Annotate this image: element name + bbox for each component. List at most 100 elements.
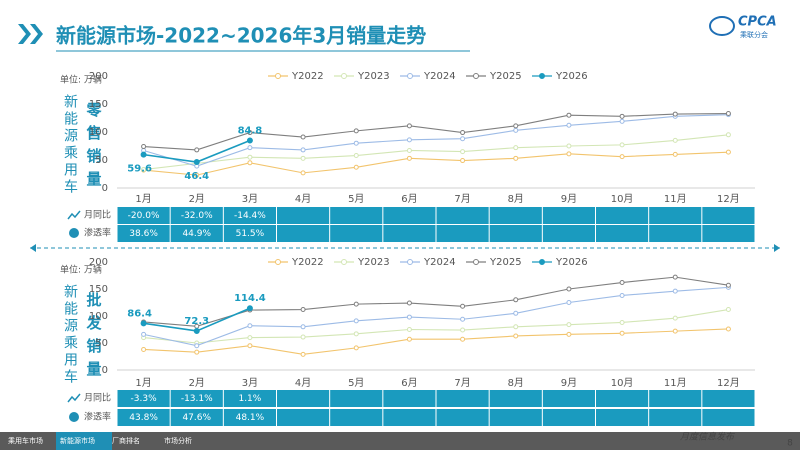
x-tick-label: 12月	[717, 193, 740, 205]
table-cell	[383, 390, 436, 407]
point	[619, 142, 625, 148]
legend-marker	[407, 73, 413, 79]
point	[406, 155, 412, 161]
legend-marker	[275, 259, 281, 265]
table-cell	[702, 207, 755, 224]
y-tick-label: 50	[95, 155, 108, 166]
point	[353, 153, 359, 159]
tab-active[interactable]	[56, 432, 112, 450]
point	[247, 145, 253, 151]
point	[725, 111, 731, 117]
point	[300, 155, 306, 161]
table-value: -13.1%	[181, 394, 213, 404]
point	[141, 346, 147, 352]
point	[460, 136, 466, 142]
table-cell	[117, 390, 170, 407]
x-tick-label: 4月	[295, 377, 311, 389]
tab[interactable]: 厂商排名	[112, 436, 140, 445]
unit-label: 单位: 万辆	[60, 264, 102, 276]
table-cell	[117, 207, 170, 224]
table-cell	[223, 409, 276, 426]
y-tick-label: 100	[89, 311, 108, 322]
point	[247, 335, 253, 341]
tab[interactable]: 乘用车市场	[8, 436, 43, 445]
table-cell	[117, 225, 170, 242]
point	[619, 118, 625, 124]
table-cell	[223, 390, 276, 407]
data-label: 114.4	[234, 293, 266, 304]
point	[672, 315, 678, 321]
point	[566, 122, 572, 128]
legend-marker	[341, 73, 347, 79]
table-cell	[436, 225, 489, 242]
point	[300, 324, 306, 330]
x-tick-label: 11月	[664, 193, 687, 205]
table-cell	[542, 409, 595, 426]
table-cell	[383, 409, 436, 426]
x-tick-label: 12月	[717, 377, 740, 389]
x-tick-label: 8月	[508, 193, 524, 205]
point	[513, 145, 519, 151]
table-cell	[649, 225, 702, 242]
point	[672, 137, 678, 143]
line-series	[143, 134, 729, 171]
x-tick-label: 3月	[242, 193, 258, 205]
table-cell	[436, 207, 489, 224]
point	[353, 318, 359, 324]
line-series	[143, 286, 729, 347]
tab-bar	[0, 432, 800, 450]
tab[interactable]: 新能源市场	[60, 436, 95, 445]
table-cell	[277, 409, 330, 426]
point	[247, 160, 253, 166]
point	[460, 316, 466, 322]
x-tick-label: 2月	[189, 193, 205, 205]
point	[141, 167, 147, 173]
table-value: 47.6%	[182, 413, 211, 423]
legend-label: Y2025	[489, 71, 522, 82]
x-tick-label: 10月	[611, 377, 634, 389]
point	[513, 297, 519, 303]
legend-label: Y2024	[423, 71, 456, 82]
table-cell	[649, 390, 702, 407]
data-label: 46.4	[184, 171, 209, 182]
table-cell	[330, 390, 383, 407]
point	[246, 137, 253, 144]
x-tick-label: 6月	[401, 193, 417, 205]
legend-marker	[473, 73, 479, 79]
x-tick-label: 9月	[561, 193, 577, 205]
logo-text: CPCA	[738, 15, 777, 30]
legend-marker	[275, 73, 281, 79]
point	[406, 314, 412, 320]
y-tick-label: 0	[102, 365, 108, 376]
table-cell	[223, 207, 276, 224]
point	[460, 158, 466, 164]
point	[460, 336, 466, 342]
legend-label: Y2025	[489, 257, 522, 268]
point	[566, 286, 572, 292]
point	[140, 151, 147, 158]
tab[interactable]: 市场分析	[164, 436, 192, 445]
table-cell	[489, 207, 542, 224]
point	[247, 130, 253, 136]
row-label: 月同比	[84, 392, 111, 404]
y-tick-label: 0	[102, 183, 108, 194]
pie-icon	[69, 412, 79, 422]
legend-marker	[473, 259, 479, 265]
point	[460, 327, 466, 333]
point	[619, 280, 625, 286]
point	[406, 123, 412, 129]
table-cell	[223, 225, 276, 242]
page-number: 8	[787, 439, 793, 449]
point	[353, 345, 359, 351]
x-tick-label: 11月	[664, 377, 687, 389]
table-value: -32.0%	[181, 211, 213, 221]
point	[672, 288, 678, 294]
table-cell	[277, 225, 330, 242]
point	[141, 331, 147, 337]
point	[513, 310, 519, 316]
point	[194, 147, 200, 153]
table-cell	[277, 390, 330, 407]
point	[406, 327, 412, 332]
legend-label: Y2026	[555, 257, 588, 268]
